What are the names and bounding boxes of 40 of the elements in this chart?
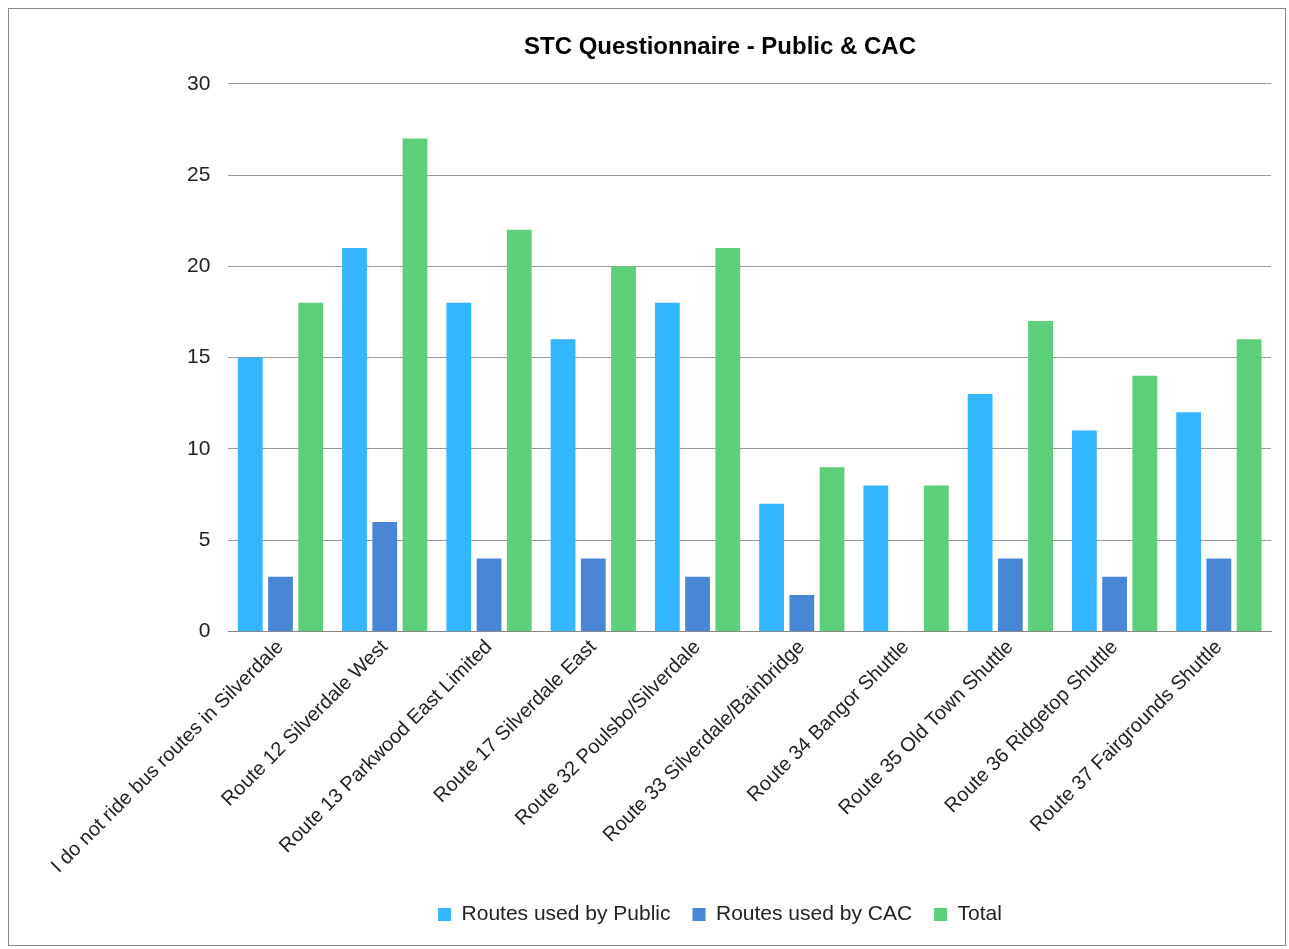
bar — [476, 558, 502, 631]
y-tick-label: 25 — [187, 161, 211, 185]
bar — [611, 266, 636, 631]
legend-label: Routes used by CAC — [716, 901, 913, 925]
bar — [997, 558, 1023, 631]
bar — [819, 467, 845, 631]
bar — [654, 302, 680, 631]
bar — [298, 302, 324, 631]
bar — [685, 576, 710, 631]
bar — [1028, 321, 1053, 631]
bar — [372, 521, 398, 631]
y-tick-label: 30 — [187, 70, 211, 94]
bar — [1206, 558, 1232, 631]
bar — [759, 503, 784, 631]
bar — [1176, 412, 1202, 631]
y-tick-label: 0 — [198, 618, 211, 642]
bar — [402, 138, 428, 631]
bar — [967, 394, 993, 631]
y-tick-label: 15 — [187, 344, 211, 368]
bar — [863, 485, 889, 631]
bar — [715, 248, 741, 631]
bar — [268, 576, 293, 631]
bar — [506, 229, 532, 631]
bar — [550, 339, 576, 631]
bar — [789, 594, 815, 631]
bar — [446, 302, 472, 631]
y-tick-label: 5 — [198, 526, 211, 550]
bar — [1132, 375, 1158, 631]
legend-label: Routes used by Public — [461, 901, 671, 925]
bar — [1236, 339, 1262, 631]
bar — [580, 558, 606, 631]
bar — [1071, 430, 1097, 631]
bar — [923, 485, 949, 631]
y-tick-label: 10 — [187, 435, 211, 459]
legend-label: Total — [957, 901, 1002, 925]
chart-title: STC Questionnaire - Public & CAC — [523, 32, 917, 60]
bar — [342, 248, 367, 631]
bar — [237, 357, 263, 631]
bar — [1102, 576, 1127, 631]
y-tick-label: 20 — [187, 253, 211, 277]
